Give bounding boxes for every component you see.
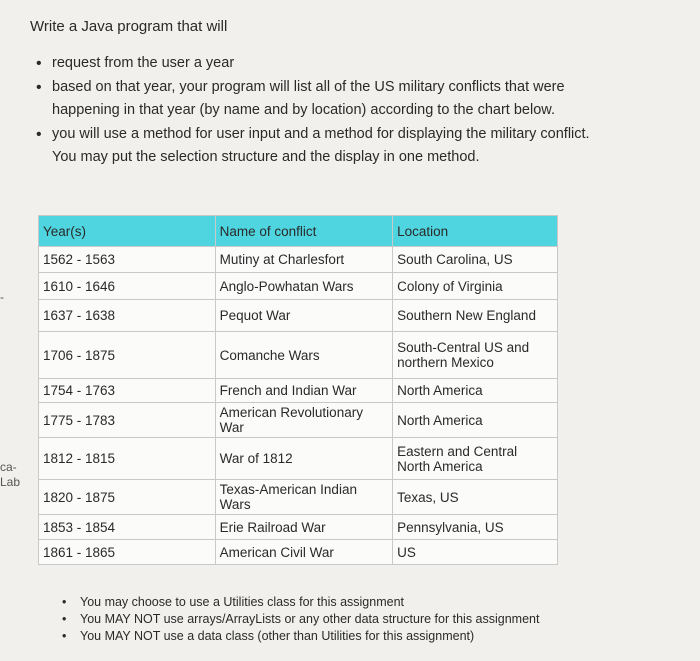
table-cell: 1637 - 1638: [38, 299, 216, 332]
table-row: 1637 - 1638 Pequot War Southern New Englan…: [38, 299, 558, 332]
table-cell: 1820 - 1875: [38, 479, 216, 515]
table-cell: Pequot War: [214, 299, 394, 332]
table-cell: 1754 - 1763: [38, 378, 216, 403]
table-row: 1706 - 1875 Comanche Wars South-Central US…: [38, 331, 558, 379]
header-cell: Name of conflict: [214, 215, 394, 247]
bullet: based on that year, your program will li…: [36, 76, 616, 122]
table-cell: American Revolutionary War: [214, 402, 394, 438]
table-cell: 1562 - 1563: [38, 246, 216, 273]
title: Write a Java program that will: [30, 18, 228, 35]
table-cell: French and Indian War: [214, 378, 394, 403]
bullet: request from the user a year: [36, 52, 616, 75]
table-cell: Texas, US: [392, 479, 558, 515]
table-cell: Texas-American Indian Wars: [214, 479, 394, 515]
table-row: 1562 - 1563 Mutiny at Charlesfort South Ca…: [38, 246, 558, 273]
table-cell: North America: [392, 378, 558, 403]
table-cell: Mutiny at Charlesfort: [214, 246, 394, 273]
table-cell: Comanche Wars: [214, 331, 394, 379]
table-cell: South-Central US and northern Mexico: [392, 331, 558, 379]
table-cell: War of 1812: [214, 437, 394, 480]
side-fragment: ca-: [0, 460, 17, 474]
header-cell: Location: [392, 215, 558, 247]
table-cell: North America: [392, 402, 558, 438]
table-row: 1861 - 1865 American Civil War US: [38, 539, 558, 565]
table-cell: South Carolina, US: [392, 246, 558, 273]
footer-bullet: You MAY NOT use a data class (other than…: [62, 628, 622, 645]
side-fragment: Lab: [0, 475, 21, 489]
bullet: you will use a method for user input and…: [36, 123, 616, 169]
table-cell: 1812 - 1815: [38, 437, 216, 480]
table-cell: 1853 - 1854: [38, 514, 216, 540]
table-row: 1812 - 1815 War of 1812 Eastern and Centra…: [38, 437, 558, 480]
table-row: 1610 - 1646 Anglo-Powhatan Wars Colony of …: [38, 272, 558, 300]
table-row: 1820 - 1875 Texas-American Indian Wars Tex…: [38, 479, 558, 515]
table-cell: Colony of Virginia: [392, 272, 558, 300]
table-row: 1754 - 1763 French and Indian War North Am…: [38, 378, 558, 403]
footer-bullet: You may choose to use a Utilities class …: [62, 594, 622, 611]
table-row: 1775 - 1783 American Revolutionary War Nor…: [38, 402, 558, 438]
table-cell: 1775 - 1783: [38, 402, 216, 438]
table-cell: 1706 - 1875: [38, 331, 216, 379]
table-cell: US: [392, 539, 558, 565]
table-cell: Pennsylvania, US: [392, 514, 558, 540]
footer-bullet: You MAY NOT use arrays/ArrayLists or any…: [62, 611, 622, 628]
side-fragment: -: [0, 290, 4, 304]
bullet-list: request from the user a yearbased on tha…: [36, 52, 616, 170]
header-cell: Year(s): [38, 215, 216, 247]
table-cell: Erie Railroad War: [214, 514, 394, 540]
table-row: 1853 - 1854 Erie Railroad War Pennsylvania…: [38, 514, 558, 540]
footer-list: You may choose to use a Utilities class …: [62, 594, 622, 645]
conflict-table: Year(s) Name of conflict Location 1562 - 15…: [38, 215, 558, 565]
header-row: Year(s) Name of conflict Location: [38, 215, 558, 247]
table-cell: 1610 - 1646: [38, 272, 216, 300]
table-cell: American Civil War: [214, 539, 394, 565]
table-cell: Eastern and Central North America: [392, 437, 558, 480]
table-cell: Anglo-Powhatan Wars: [214, 272, 394, 300]
table-cell: Southern New England: [392, 299, 558, 332]
table-cell: 1861 - 1865: [38, 539, 216, 565]
